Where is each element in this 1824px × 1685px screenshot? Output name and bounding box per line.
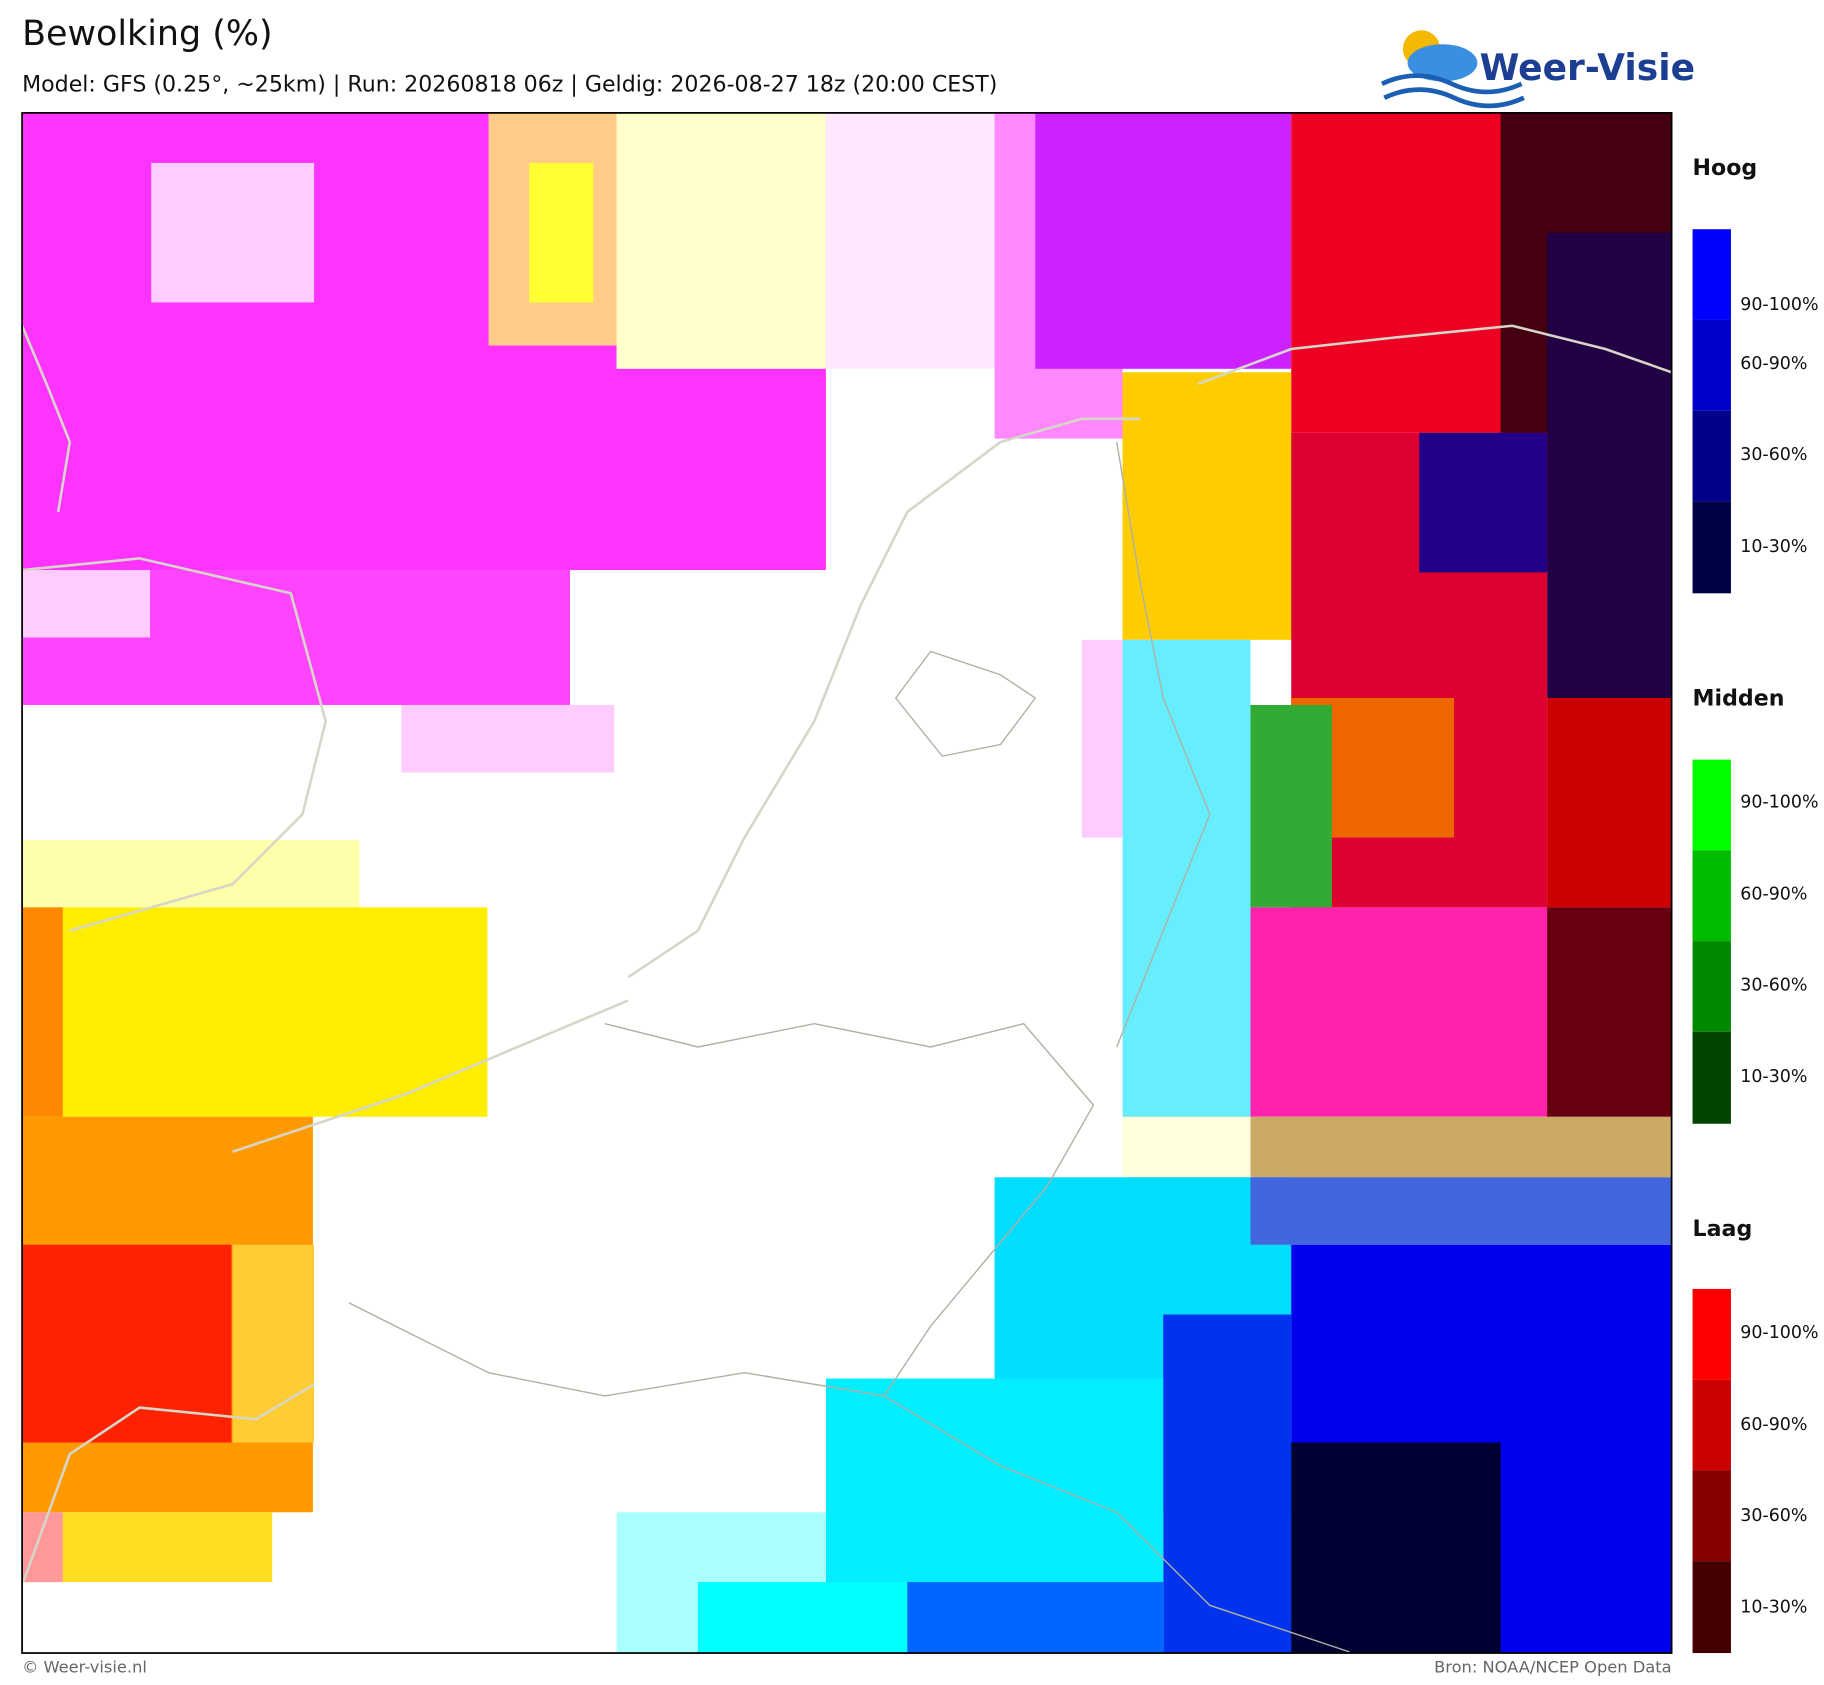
logo-text: Weer-Visie — [1480, 47, 1695, 89]
legend-label: 30-60% — [1740, 445, 1807, 465]
legend-swatch — [1692, 229, 1731, 320]
border — [348, 1302, 1350, 1653]
cloud-region — [22, 1244, 232, 1443]
cloud-region — [22, 1512, 273, 1583]
legend-label: 60-90% — [1740, 1415, 1807, 1435]
coastline — [627, 417, 1140, 979]
legend-swatch — [1692, 850, 1731, 942]
legend-swatch — [1692, 759, 1731, 851]
legend-title: Laag — [1693, 1216, 1753, 1242]
legend-label: 30-60% — [1740, 975, 1807, 995]
legend-label: 90-100% — [1740, 793, 1818, 813]
cloud-region — [1035, 112, 1292, 369]
cloud-region — [22, 907, 488, 1117]
legend-label: 10-30% — [1740, 1067, 1807, 1087]
legend-title: Midden — [1693, 686, 1785, 712]
cloud-region — [1547, 907, 1672, 1117]
cloud-region — [22, 907, 63, 1117]
legend-label: 60-90% — [1740, 354, 1807, 374]
cloud-region — [1122, 1116, 1251, 1178]
cloud-region — [907, 1582, 1164, 1654]
legend-swatch — [1692, 1031, 1731, 1124]
cloud-region — [1122, 372, 1292, 640]
cloud-region — [1419, 432, 1548, 573]
cloud-region — [1547, 232, 1672, 698]
logo-wave — [1380, 73, 1523, 95]
legend-label: 90-100% — [1740, 295, 1818, 315]
coastline — [21, 557, 328, 932]
legend-label: 60-90% — [1740, 885, 1807, 905]
logo-wave — [1383, 87, 1525, 109]
legend-title: Hoog — [1693, 155, 1758, 181]
cloud-region — [1250, 704, 1332, 908]
legend-label: 10-30% — [1740, 537, 1807, 557]
cloud-region — [1163, 1314, 1292, 1654]
legend-label: 30-60% — [1740, 1506, 1807, 1526]
legend-label: 90-100% — [1740, 1323, 1818, 1343]
legend-swatch — [1692, 1470, 1731, 1562]
cloud-region — [616, 112, 826, 369]
coastline — [1197, 324, 1673, 386]
coastline — [232, 999, 629, 1153]
cloud-region — [22, 1512, 63, 1583]
legend-swatch — [1692, 1379, 1731, 1471]
legend-swatch — [1692, 941, 1731, 1032]
cloud-region — [1250, 1177, 1672, 1245]
legend-swatch — [1692, 319, 1731, 411]
legend-swatch — [1692, 410, 1731, 502]
border — [1116, 441, 1211, 1048]
footer-credit: © Weer-visie.nl — [22, 1658, 147, 1677]
legend-label: 10-30% — [1740, 1598, 1807, 1618]
coastline — [22, 1383, 315, 1583]
coastline — [20, 325, 72, 513]
cloud-region — [151, 162, 315, 303]
cloud-region — [1122, 639, 1251, 1117]
border — [604, 1022, 1095, 1397]
cloud-region — [697, 1582, 908, 1654]
map — [20, 112, 1673, 1654]
legend: Hoog 90-100% 60-90% 30-60% 10-30% Midden… — [1692, 155, 1819, 1654]
title: Bewolking (%) — [22, 14, 273, 54]
legend-swatch — [1692, 1561, 1731, 1654]
map-frame — [21, 112, 1673, 1654]
cloud-region — [1547, 698, 1672, 908]
footer-source: Bron: NOAA/NCEP Open Data — [1434, 1658, 1672, 1677]
logo-cloud — [1407, 44, 1478, 82]
legend-swatch — [1692, 1288, 1731, 1380]
logo: Weer-Visie — [1380, 30, 1695, 109]
subtitle: Model: GFS (0.25°, ~25km) | Run: 2026081… — [22, 71, 997, 97]
cloud-region — [232, 1244, 315, 1443]
cloud-region — [401, 704, 615, 773]
cloud-region — [1291, 1442, 1501, 1654]
cloud-region — [529, 162, 594, 303]
lake — [894, 650, 1037, 757]
cloud-region — [22, 570, 151, 638]
legend-swatch — [1692, 501, 1731, 594]
